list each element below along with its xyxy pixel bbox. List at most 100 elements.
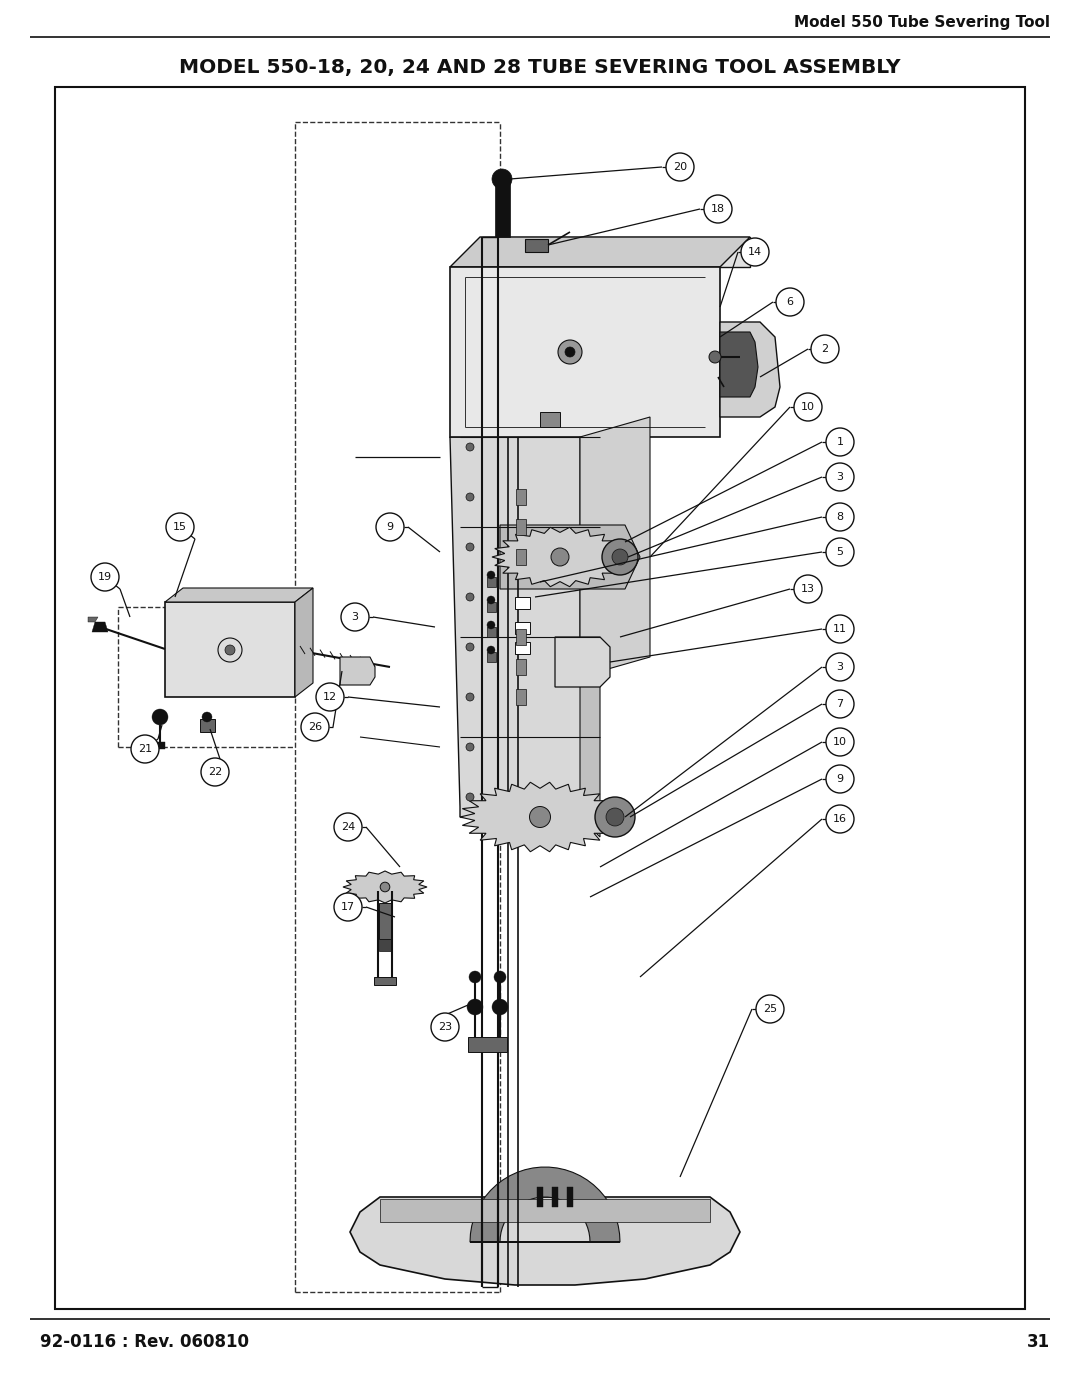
Polygon shape — [720, 321, 780, 416]
Circle shape — [465, 493, 474, 502]
Circle shape — [558, 339, 582, 365]
Text: 16: 16 — [833, 814, 847, 824]
Circle shape — [218, 638, 242, 662]
Circle shape — [606, 807, 624, 826]
Polygon shape — [580, 427, 600, 837]
Circle shape — [612, 549, 627, 564]
Circle shape — [794, 576, 822, 604]
Text: 26: 26 — [308, 722, 322, 732]
Polygon shape — [516, 629, 526, 645]
Polygon shape — [495, 182, 510, 237]
Text: 21: 21 — [138, 745, 152, 754]
Text: 8: 8 — [836, 511, 843, 522]
Circle shape — [602, 539, 638, 576]
Circle shape — [811, 335, 839, 363]
Polygon shape — [480, 237, 750, 267]
Circle shape — [301, 712, 329, 740]
Text: 92-0116 : Rev. 060810: 92-0116 : Rev. 060810 — [40, 1333, 249, 1351]
Text: 3: 3 — [837, 662, 843, 672]
Polygon shape — [515, 643, 530, 654]
Polygon shape — [165, 602, 295, 697]
Polygon shape — [567, 1187, 573, 1207]
Circle shape — [152, 710, 168, 725]
Text: 5: 5 — [837, 548, 843, 557]
Text: 15: 15 — [173, 522, 187, 532]
Polygon shape — [516, 659, 526, 675]
Polygon shape — [487, 577, 496, 587]
Polygon shape — [374, 977, 396, 985]
Circle shape — [465, 743, 474, 752]
Circle shape — [334, 893, 362, 921]
Polygon shape — [720, 332, 758, 397]
Text: 12: 12 — [323, 692, 337, 703]
Circle shape — [465, 793, 474, 800]
Circle shape — [494, 971, 507, 983]
Circle shape — [826, 615, 854, 643]
Circle shape — [334, 813, 362, 841]
Text: MODEL 550-18, 20, 24 AND 28 TUBE SEVERING TOOL ASSEMBLY: MODEL 550-18, 20, 24 AND 28 TUBE SEVERIN… — [179, 57, 901, 77]
Text: 10: 10 — [833, 738, 847, 747]
Text: 13: 13 — [801, 584, 815, 594]
Circle shape — [487, 645, 495, 654]
Text: 23: 23 — [437, 1023, 453, 1032]
Polygon shape — [492, 527, 627, 587]
Polygon shape — [343, 870, 427, 902]
Polygon shape — [487, 602, 496, 612]
Text: 19: 19 — [98, 571, 112, 583]
Circle shape — [826, 652, 854, 680]
Circle shape — [666, 154, 694, 182]
Polygon shape — [515, 597, 530, 609]
Polygon shape — [470, 1166, 620, 1242]
Circle shape — [201, 759, 229, 787]
Polygon shape — [460, 782, 620, 852]
Circle shape — [431, 1013, 459, 1041]
Circle shape — [487, 597, 495, 604]
Circle shape — [708, 351, 721, 363]
Circle shape — [826, 462, 854, 490]
Text: 7: 7 — [836, 698, 843, 710]
Circle shape — [487, 622, 495, 629]
Circle shape — [551, 548, 569, 566]
Polygon shape — [516, 689, 526, 705]
Circle shape — [166, 513, 194, 541]
Text: 24: 24 — [341, 821, 355, 833]
Circle shape — [826, 690, 854, 718]
Polygon shape — [516, 520, 526, 535]
Circle shape — [826, 766, 854, 793]
Circle shape — [826, 427, 854, 455]
Circle shape — [465, 443, 474, 451]
Polygon shape — [487, 627, 496, 637]
Text: 9: 9 — [836, 774, 843, 784]
Text: 18: 18 — [711, 204, 725, 214]
Circle shape — [465, 693, 474, 701]
Polygon shape — [87, 617, 98, 622]
Polygon shape — [540, 412, 561, 427]
Polygon shape — [200, 719, 215, 732]
Polygon shape — [295, 588, 313, 697]
Polygon shape — [92, 622, 108, 631]
Text: 1: 1 — [837, 437, 843, 447]
Circle shape — [492, 999, 508, 1016]
Circle shape — [469, 971, 481, 983]
Circle shape — [131, 735, 159, 763]
Circle shape — [467, 999, 483, 1016]
Circle shape — [316, 683, 345, 711]
Circle shape — [777, 288, 804, 316]
Text: 11: 11 — [833, 624, 847, 634]
Circle shape — [487, 571, 495, 578]
Polygon shape — [165, 588, 313, 602]
Text: 2: 2 — [822, 344, 828, 353]
Circle shape — [465, 543, 474, 550]
Polygon shape — [380, 1199, 710, 1222]
Polygon shape — [525, 239, 548, 251]
Polygon shape — [450, 267, 720, 437]
Polygon shape — [340, 657, 375, 685]
Circle shape — [826, 503, 854, 531]
Polygon shape — [516, 549, 526, 564]
Polygon shape — [156, 742, 165, 749]
Circle shape — [826, 538, 854, 566]
Polygon shape — [350, 1197, 740, 1285]
Circle shape — [794, 393, 822, 420]
Text: 3: 3 — [837, 472, 843, 482]
Circle shape — [756, 995, 784, 1023]
